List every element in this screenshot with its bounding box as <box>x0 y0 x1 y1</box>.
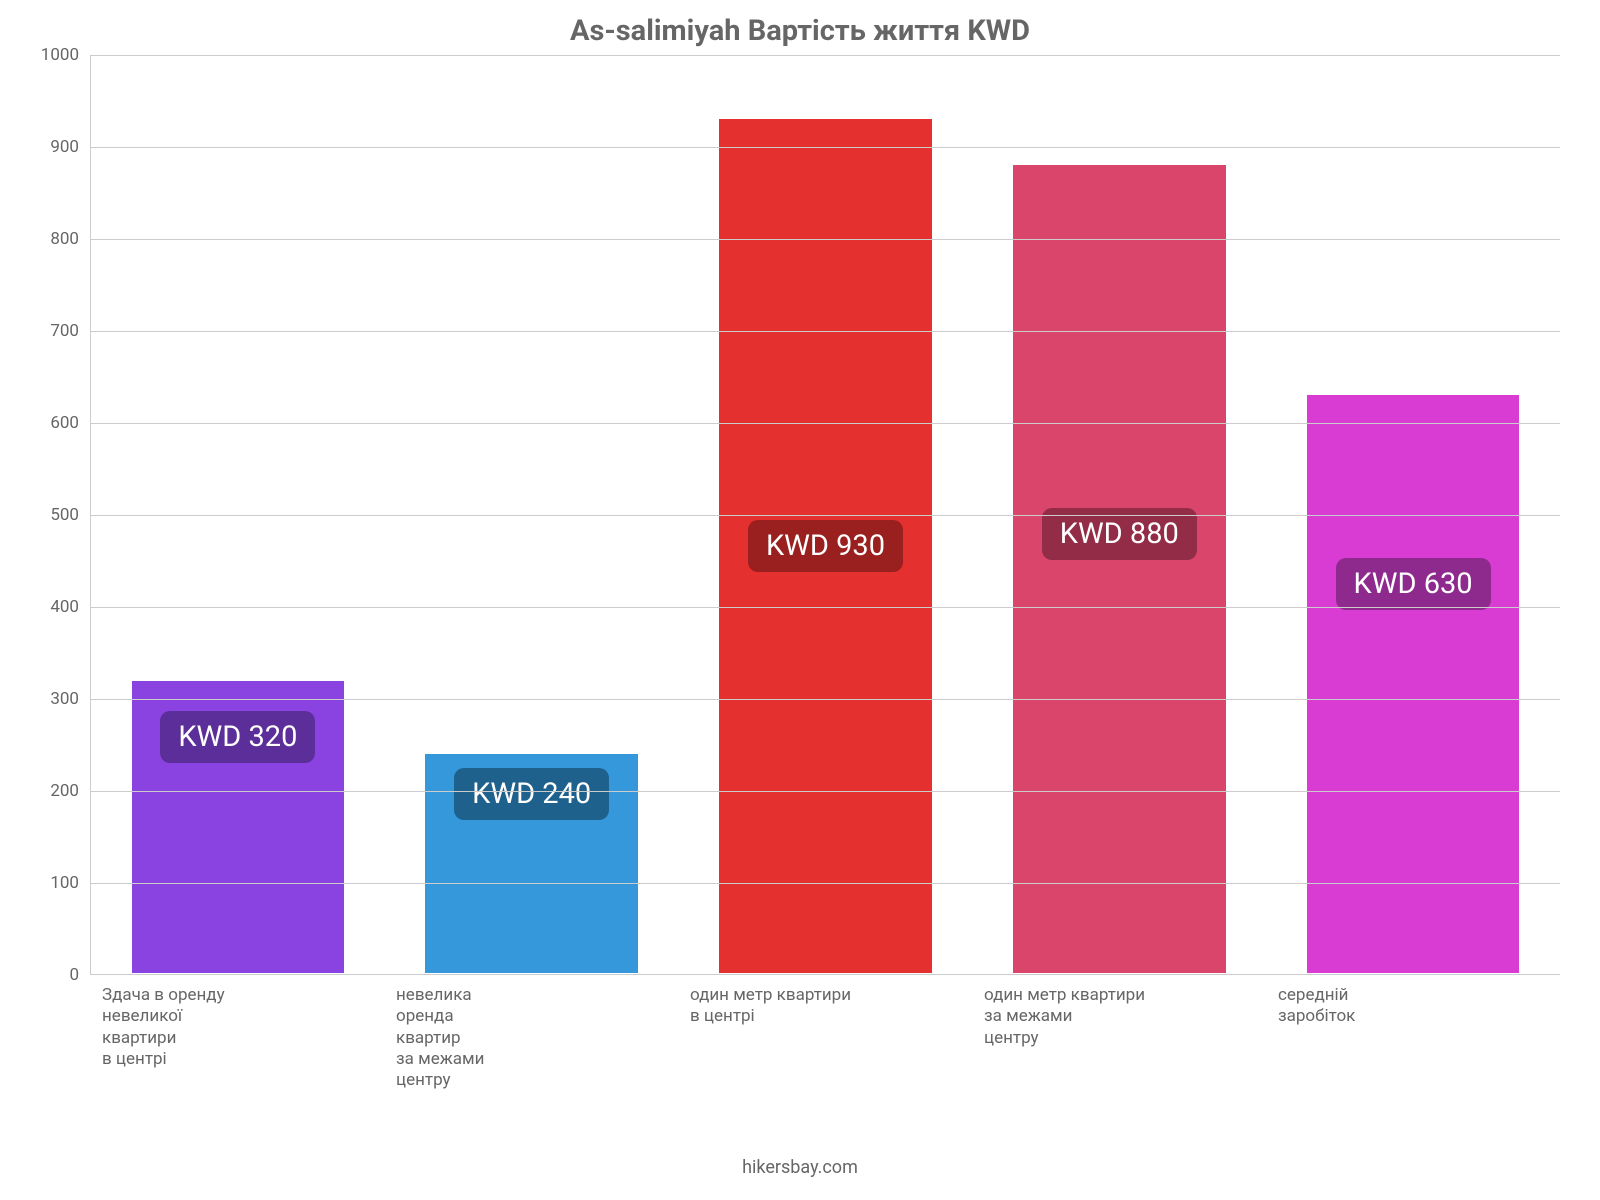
x-axis-label: один метр квартириза межамицентру <box>972 985 1266 1091</box>
y-tick-label: 300 <box>50 689 91 709</box>
x-axis-labels: Здача в орендуневеликоїквартирив центрін… <box>90 985 1560 1091</box>
gridline <box>91 239 1560 240</box>
y-tick-label: 0 <box>69 965 91 985</box>
gridline <box>91 147 1560 148</box>
value-badge: KWD 880 <box>1042 508 1197 560</box>
bar: KWD 320 <box>131 680 345 974</box>
gridline <box>91 883 1560 884</box>
x-axis-label: невеликаорендаквартирза межамицентру <box>384 985 678 1091</box>
attribution-text: hikersbay.com <box>0 1157 1600 1178</box>
gridline <box>91 423 1560 424</box>
y-tick-label: 700 <box>50 321 91 341</box>
gridline <box>91 607 1560 608</box>
bar: KWD 930 <box>718 118 932 974</box>
y-tick-label: 800 <box>50 229 91 249</box>
bar: KWD 880 <box>1012 164 1226 974</box>
y-tick-label: 500 <box>50 505 91 525</box>
value-badge: KWD 630 <box>1336 558 1491 610</box>
gridline <box>91 55 1560 56</box>
y-tick-label: 400 <box>50 597 91 617</box>
bar: KWD 240 <box>424 753 638 974</box>
x-axis-label: Здача в орендуневеликоїквартирив центрі <box>90 985 384 1091</box>
bar: KWD 630 <box>1306 394 1520 974</box>
y-tick-label: 200 <box>50 781 91 801</box>
value-badge: KWD 320 <box>160 711 315 763</box>
value-badge: KWD 240 <box>454 768 609 820</box>
x-axis-label: середнійзаробіток <box>1266 985 1560 1091</box>
chart-title: As-salimiyah Вартість життя KWD <box>0 14 1600 48</box>
value-badge: KWD 930 <box>748 520 903 572</box>
plot-area: KWD 320KWD 240KWD 930KWD 880KWD 630 0100… <box>90 55 1560 975</box>
y-tick-label: 600 <box>50 413 91 433</box>
x-axis-label: один метр квартирив центрі <box>678 985 972 1091</box>
y-tick-label: 900 <box>50 137 91 157</box>
gridline <box>91 699 1560 700</box>
y-tick-label: 1000 <box>41 45 91 65</box>
gridline <box>91 515 1560 516</box>
gridline <box>91 791 1560 792</box>
cost-of-living-bar-chart: As-salimiyah Вартість життя KWD KWD 320 K… <box>0 0 1600 1200</box>
gridline <box>91 331 1560 332</box>
y-tick-label: 100 <box>50 873 91 893</box>
